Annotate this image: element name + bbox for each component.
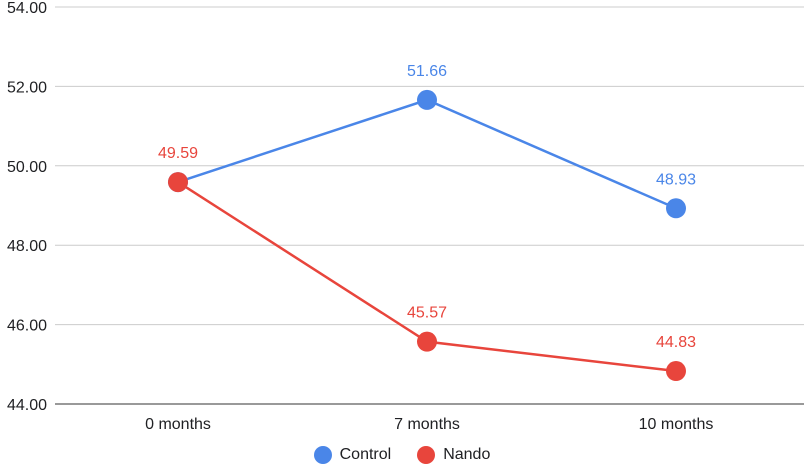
data-point-nando (168, 172, 188, 193)
data-label-nando: 44.83 (656, 334, 696, 351)
data-label-nando: 49.59 (158, 145, 198, 162)
y-tick-label: 52.00 (7, 79, 47, 96)
data-point-nando (417, 331, 437, 352)
y-tick-label: 54.00 (7, 0, 47, 17)
y-tick-label: 44.00 (7, 397, 47, 414)
x-tick-label: 0 months (145, 416, 211, 433)
data-point-control (417, 89, 437, 110)
legend: Control Nando (0, 446, 804, 464)
legend-item-nando[interactable]: Nando (417, 446, 490, 464)
x-tick-label: 10 months (639, 416, 714, 433)
y-tick-label: 46.00 (7, 318, 47, 335)
data-point-nando (666, 361, 686, 382)
legend-item-control[interactable]: Control (313, 446, 392, 464)
y-tick-label: 48.00 (7, 238, 47, 255)
legend-swatch-nando (417, 446, 436, 464)
data-label-nando: 45.57 (407, 305, 447, 322)
legend-label-nando: Nando (443, 446, 491, 463)
data-point-control (666, 198, 686, 219)
y-tick-label: 50.00 (7, 159, 47, 176)
x-tick-label: 7 months (394, 416, 460, 433)
series-line-control (177, 98, 677, 210)
data-label-control: 48.93 (656, 171, 696, 188)
legend-label-control: Control (339, 446, 392, 463)
line-chart: 44.00 46.00 48.00 50.00 52.00 54.00 0 months 7 … (7, 0, 804, 433)
data-label-control: 51.66 (407, 63, 447, 80)
legend-swatch-control (313, 446, 332, 464)
